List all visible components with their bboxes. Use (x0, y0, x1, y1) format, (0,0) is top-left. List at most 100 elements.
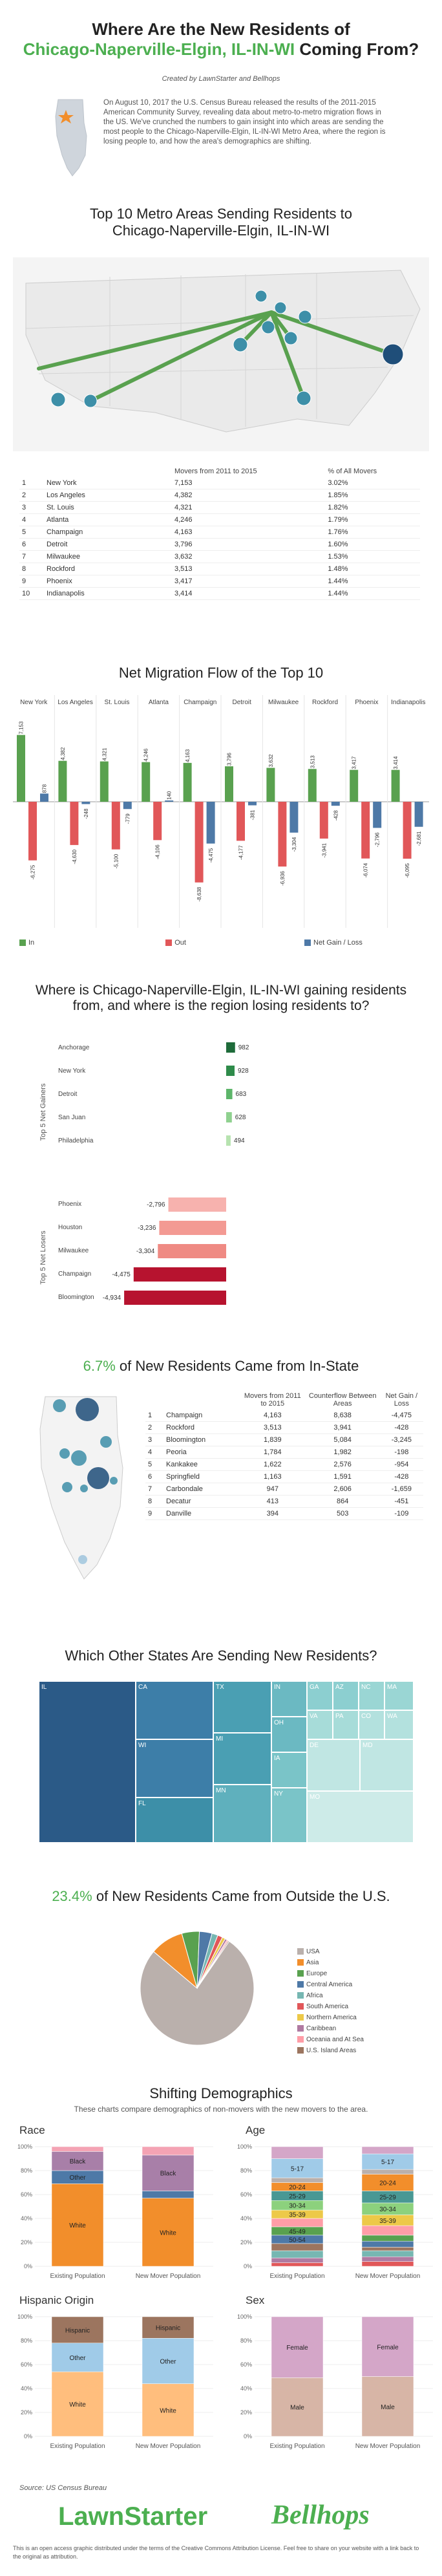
legend-item: Europe (297, 1968, 426, 1979)
movers-cell: 4,382 (172, 489, 326, 502)
treemap-cell: MD (360, 1739, 414, 1791)
bar-net (248, 802, 257, 806)
y-tick: 20% (21, 2239, 32, 2246)
legend-label: USA (306, 1948, 320, 1955)
stack-segment (142, 2154, 195, 2191)
table-row: 10 Indianapolis 3,414 1.44% (19, 587, 420, 600)
table-row: 6 Springfield 1,163 1,591 -428 (145, 1470, 423, 1483)
top10-title: Top 10 Metro Areas Sending Residents to C… (89, 206, 353, 239)
pct-cell: 3.02% (325, 477, 420, 489)
table-row: 7 Carbondale 947 2,606 -1,659 (145, 1483, 423, 1496)
legend-in-swatch (19, 939, 26, 947)
bar-in (142, 762, 151, 802)
stack-segment (361, 2256, 414, 2262)
bar-value-label: -248 (83, 808, 89, 819)
counter-cell: 864 (305, 1495, 380, 1508)
rank-cell: 8 (19, 563, 44, 575)
flow-st-louis (238, 310, 273, 347)
stack-segment (142, 2191, 195, 2198)
y-tick: 60% (21, 2191, 32, 2198)
legend-swatch (297, 1981, 304, 1988)
table-row: 3 Bloomington 1,839 5,084 -3,245 (145, 1433, 423, 1446)
loser-value: -2,796 (147, 1201, 165, 1208)
stack-segment (271, 2177, 324, 2183)
bar-in (266, 767, 275, 802)
bubble-atlanta (296, 391, 311, 406)
legend-out-swatch (165, 939, 173, 947)
legend-item: USA (297, 1946, 426, 1957)
treemap-cell: TX (213, 1681, 271, 1733)
treemap-cell: MN (213, 1785, 271, 1843)
net-cell: -428 (379, 1470, 423, 1483)
bar-value-label: 4,382 (60, 747, 66, 760)
bar-value-label: -6,936 (280, 871, 286, 886)
bubble-danville (110, 1477, 118, 1485)
x-label: Existing Population (50, 2273, 105, 2280)
bar-net (81, 802, 90, 804)
legend-swatch (297, 1959, 304, 1966)
x-label: New Mover Population (355, 2273, 421, 2280)
treemap-cell: IN (271, 1681, 307, 1717)
legend-label: Caribbean (306, 2025, 337, 2032)
bar-net (331, 802, 340, 806)
flow-los-angeles (37, 310, 273, 370)
race-title: Race (19, 2124, 45, 2136)
treemap-cell: MO (307, 1791, 414, 1843)
bubble-champaign (261, 320, 275, 334)
bar-out (195, 802, 204, 883)
y-tick: 20% (240, 2409, 252, 2416)
treemap-cell: MI (213, 1733, 271, 1785)
legend-label: Africa (306, 1992, 323, 1999)
rank-cell: 9 (19, 575, 44, 588)
treemap-cell: IL (39, 1681, 136, 1843)
loser-bar (159, 1221, 226, 1235)
stack-segment (361, 2316, 414, 2377)
col-movers: Movers from 2011 to 2015 (174, 467, 257, 475)
counter-cell: 503 (305, 1507, 380, 1520)
pct-cell: 1.85% (325, 489, 420, 502)
instate-pct: 6.7% (83, 1358, 116, 1374)
bar-value-label: -428 (333, 810, 339, 821)
x-label: New Mover Population (136, 2443, 201, 2450)
stack-segment (51, 2151, 104, 2171)
bellhops-logo: Bellhops (271, 2500, 370, 2530)
bar-net (206, 802, 215, 844)
losers-axis-label: Top 5 Net Losers (39, 1230, 47, 1285)
treemap-cell: FL (136, 1798, 213, 1843)
y-tick: 40% (21, 2385, 32, 2392)
stack-segment (142, 2146, 195, 2156)
stack-segment (271, 2316, 324, 2378)
bar-value-label: 4,163 (185, 749, 191, 762)
treemap-cell: IA (271, 1752, 307, 1788)
movers-cell: 4,321 (172, 501, 326, 514)
loser-value: -4,934 (103, 1294, 121, 1302)
bar-value-label: 3,632 (268, 754, 274, 767)
counter-cell: 1,591 (305, 1470, 380, 1483)
treemap-cell: MA (384, 1681, 414, 1710)
stack-segment (361, 2250, 414, 2257)
legend-label: Central America (306, 1981, 353, 1988)
segment-label: 50-54 (289, 2237, 306, 2244)
x-label: Existing Population (269, 2443, 324, 2450)
legend-label: Europe (306, 1970, 328, 1977)
metro-cell: Rockford (44, 563, 172, 575)
bar-out (70, 802, 79, 845)
gainers-losers-chart: Top 5 Net Gainers Top 5 Net Losers Anchora… (39, 1042, 249, 1305)
instate-title: 6.7% of New Residents Came from In-State (83, 1358, 359, 1374)
gainers-title: Where is Chicago-Naperville-Elgin, IL-IN… (35, 983, 407, 1013)
treemap-cell: AZ (333, 1681, 359, 1710)
bar-value-label: 3,414 (393, 756, 399, 769)
metro-cell: Carbondale (163, 1483, 240, 1496)
metro-cell: Kankakee (163, 1458, 240, 1471)
legend-net-swatch (304, 939, 311, 947)
title-end: Coming From? (299, 39, 419, 59)
legend-item: Africa (297, 1990, 426, 2001)
bar-out (319, 802, 328, 839)
loser-bar (158, 1244, 226, 1258)
pct-cell: 1.76% (325, 526, 420, 539)
movers-cell: 1,784 (240, 1446, 306, 1459)
bubble-rockford (274, 301, 287, 314)
segment-label: 20-24 (379, 2180, 396, 2187)
segment-label: White (69, 2222, 86, 2229)
y-tick: 40% (240, 2215, 252, 2222)
